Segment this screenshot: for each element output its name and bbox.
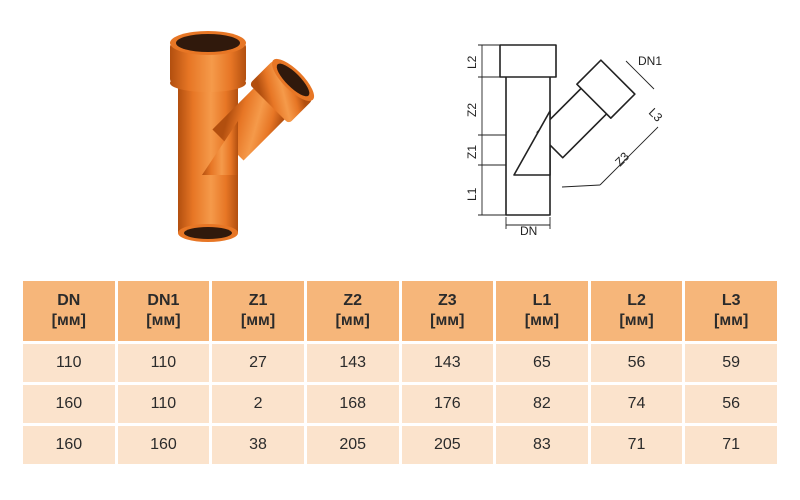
label-z2: Z2 xyxy=(465,103,479,117)
column-unit: [мм] xyxy=(122,311,206,331)
column-header: Z3 [мм] xyxy=(402,281,494,341)
table-cell: 110 xyxy=(118,385,210,423)
table-cell: 38 xyxy=(212,426,304,464)
column-unit: [мм] xyxy=(500,311,584,331)
table-row: 1601102168176827456 xyxy=(23,385,777,423)
column-name: Z2 xyxy=(343,292,362,309)
table-row: 11011027143143655659 xyxy=(23,344,777,382)
table-cell: 56 xyxy=(591,344,683,382)
table-cell: 143 xyxy=(402,344,494,382)
table-cell: 110 xyxy=(23,344,115,382)
schematic-drawing: DN DN1 L1 Z1 Z2 L2 L3 Z3 xyxy=(450,35,670,235)
column-header: Z2 [мм] xyxy=(307,281,399,341)
table-cell: 168 xyxy=(307,385,399,423)
table-cell: 143 xyxy=(307,344,399,382)
table-cell: 160 xyxy=(118,426,210,464)
column-header: Z1 [мм] xyxy=(212,281,304,341)
column-unit: [мм] xyxy=(689,311,773,331)
table-header: DN [мм] DN1 [мм] Z1 [мм] Z2 [мм] Z3 [мм] L1 [мм] L2 [… xyxy=(23,281,777,341)
pipe-icon xyxy=(130,25,320,245)
column-name: DN1 xyxy=(147,292,179,309)
table-cell: 27 xyxy=(212,344,304,382)
label-dn: DN xyxy=(520,224,537,235)
table-cell: 160 xyxy=(23,426,115,464)
table-cell: 2 xyxy=(212,385,304,423)
label-dn1: DN1 xyxy=(638,54,662,68)
column-unit: [мм] xyxy=(406,311,490,331)
label-l1: L1 xyxy=(465,187,479,201)
column-name: DN xyxy=(57,292,80,309)
column-name: L1 xyxy=(533,292,552,309)
table-cell: 82 xyxy=(496,385,588,423)
table-cell: 83 xyxy=(496,426,588,464)
spec-table: DN [мм] DN1 [мм] Z1 [мм] Z2 [мм] Z3 [мм] L1 [мм] L2 [… xyxy=(20,278,780,467)
column-unit: [мм] xyxy=(311,311,395,331)
table-cell: 160 xyxy=(23,385,115,423)
table-cell: 205 xyxy=(402,426,494,464)
table-cell: 110 xyxy=(118,344,210,382)
column-unit: [мм] xyxy=(27,311,111,331)
column-header: L3 [мм] xyxy=(685,281,777,341)
table-cell: 71 xyxy=(685,426,777,464)
table-cell: 71 xyxy=(591,426,683,464)
column-name: Z3 xyxy=(438,292,457,309)
column-header: L2 [мм] xyxy=(591,281,683,341)
label-z1: Z1 xyxy=(465,145,479,159)
table-body: 1101102714314365565916011021681768274561… xyxy=(23,344,777,464)
label-l3: L3 xyxy=(646,105,666,125)
figure-area: DN DN1 L1 Z1 Z2 L2 L3 Z3 xyxy=(20,10,780,260)
column-header: DN1 [мм] xyxy=(118,281,210,341)
table-cell: 205 xyxy=(307,426,399,464)
product-photo xyxy=(130,25,320,245)
label-l2: L2 xyxy=(465,55,479,69)
table-cell: 176 xyxy=(402,385,494,423)
column-header: DN [мм] xyxy=(23,281,115,341)
label-z3: Z3 xyxy=(612,149,632,169)
table-cell: 59 xyxy=(685,344,777,382)
table-row: 16016038205205837171 xyxy=(23,426,777,464)
column-name: L3 xyxy=(722,292,741,309)
table-cell: 65 xyxy=(496,344,588,382)
schematic-icon: DN DN1 L1 Z1 Z2 L2 L3 Z3 xyxy=(450,35,670,235)
column-header: L1 [мм] xyxy=(496,281,588,341)
table-cell: 74 xyxy=(591,385,683,423)
column-name: L2 xyxy=(627,292,646,309)
table-cell: 56 xyxy=(685,385,777,423)
column-unit: [мм] xyxy=(595,311,679,331)
column-name: Z1 xyxy=(249,292,268,309)
page: DN DN1 L1 Z1 Z2 L2 L3 Z3 DN[мм]DN1[мм]Z1… xyxy=(0,0,800,500)
column-unit: [мм] xyxy=(216,311,300,331)
